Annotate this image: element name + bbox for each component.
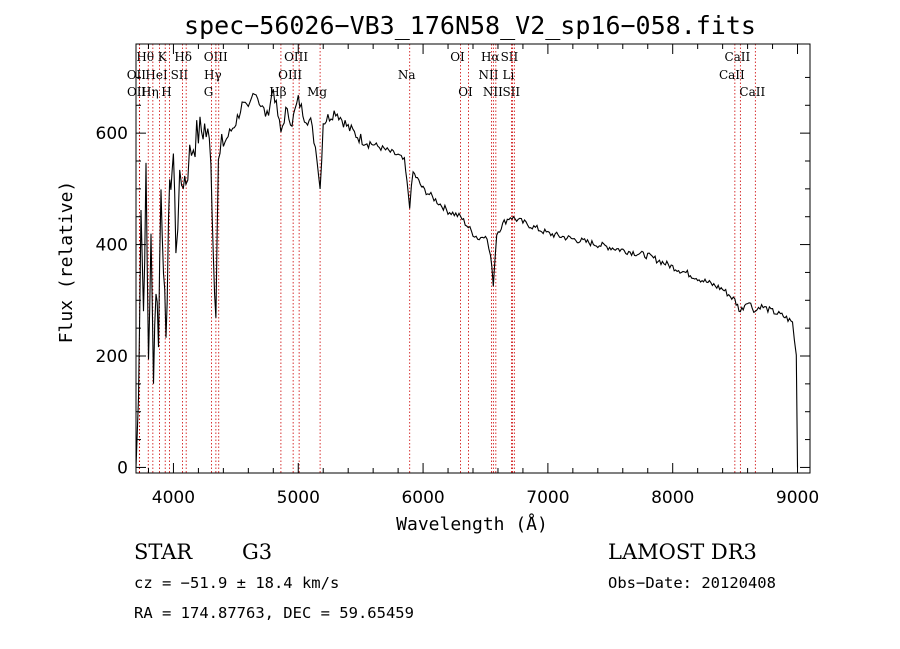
line-marker-label: Mg [307,85,327,99]
line-marker-label: HeI [145,68,168,82]
line-marker-label: Na [398,68,416,82]
object-class: STAR [134,540,193,564]
line-marker-label: OIII [204,50,228,64]
chart-title: spec−56026−VB3_176N58_V2_sp16−058.fits [184,11,756,40]
line-marker-label: Hγ [204,68,222,82]
line-marker-label: K [158,50,168,64]
line-marker-label: Hθ [136,50,154,64]
line-marker-label: SII [171,68,189,82]
line-marker-label: NII [478,68,498,82]
line-marker-label: Hδ [174,50,192,64]
line-marker-label: CaII [724,50,750,64]
line-marker-label: H [161,85,171,99]
line-marker-label: CaII [739,85,765,99]
line-marker-label: Hα [481,50,500,64]
x-tick-label: 4000 [152,488,195,508]
line-marker-label: G [204,85,214,99]
line-marker-label: NII [483,85,503,99]
line-marker-label: OI [450,50,465,64]
spectrum-line [135,89,799,468]
y-tick-label: 200 [96,347,128,367]
spectral-subclass: G3 [242,540,273,564]
coordinates-readout: RA = 174.87763, DEC = 59.65459 [134,604,414,622]
obs-date: Obs−Date: 20120408 [608,574,776,592]
y-axis-label: Flux (relative) [56,181,77,344]
survey-name: LAMOST DR3 [608,540,757,564]
line-marker-label: OI [458,85,473,99]
spectrum-chart: spec−56026−VB3_176N58_V2_sp16−058.fits H… [56,11,819,535]
x-tick-label: 7000 [526,488,569,508]
plot-frame [135,43,811,474]
line-marker-label: OIII [284,50,308,64]
x-tick-label: 6000 [401,488,444,508]
line-marker-label: CaII [719,68,745,82]
line-marker-label: OIII [278,68,302,82]
line-marker-label: SII [502,85,520,99]
x-tick-label: 8000 [651,488,694,508]
redshift-readout: cz = −51.9 ± 18.4 km/s [134,574,340,592]
x-axis-label: Wavelength (Å) [396,513,548,535]
axis-ticks: 4000 5000 6000 7000 8000 9000 0 200 400 600 [96,44,819,508]
line-marker-label: Li [503,68,515,82]
y-tick-label: 600 [96,124,128,144]
y-tick-label: 0 [117,458,128,478]
line-marker-label: Hη [141,85,159,99]
line-marker-label: OII [127,85,147,99]
x-tick-label: 9000 [776,488,819,508]
x-tick-label: 5000 [277,488,320,508]
line-marker-label: SII [501,50,519,64]
y-tick-label: 400 [96,236,128,256]
